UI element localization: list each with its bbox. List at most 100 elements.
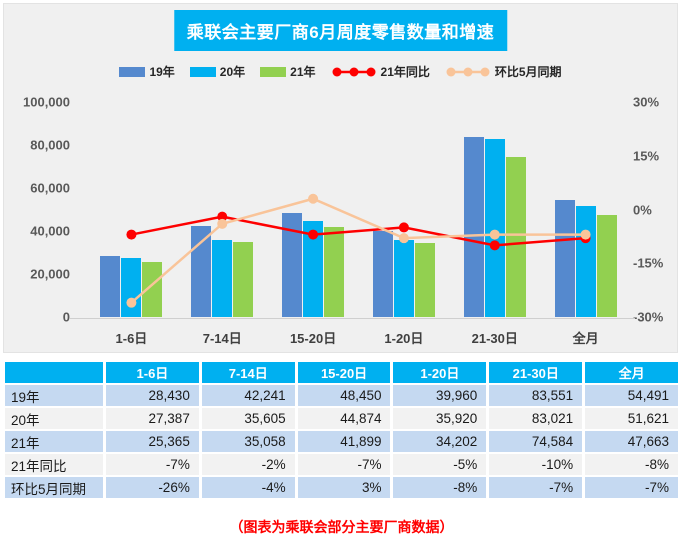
table-row-21年: 21年 25,365 35,058 41,899 34,202 74,584 47,663	[5, 431, 678, 452]
legend-item-21年: 21年	[260, 63, 316, 80]
table-row-环比5月同期: 环比5月同期 -26% -4% 3% -8% -7% -7%	[5, 477, 678, 498]
point-21年同比	[217, 211, 228, 222]
y-axis-tick-left: 60,000	[30, 180, 70, 196]
table-cell: 3%	[297, 477, 391, 498]
legend-label: 21年同比	[380, 65, 430, 79]
bar-19年	[191, 226, 212, 317]
retail-chart-panel: 乘联会主要厂商6月周度零售数量和增速 19年 20年 21年 21年同比 环比5月同期 …	[3, 3, 678, 353]
x-axis-label: 1-6日	[115, 331, 148, 346]
row-label: 21年	[5, 431, 103, 452]
bar-20年	[484, 138, 505, 317]
bar-21年	[233, 241, 254, 317]
y-axis-tick-left: 40,000	[30, 223, 70, 239]
bar-19年	[554, 199, 575, 317]
legend-item-20年: 20年	[189, 63, 246, 80]
x-axis-label: 7-14日	[202, 331, 242, 346]
point-环比5月同期	[489, 229, 500, 240]
table-header-cell	[5, 362, 103, 383]
table-header-cell: 1-20日	[393, 362, 487, 383]
table-cell: 28,430	[106, 385, 199, 406]
row-label: 19年	[5, 385, 103, 406]
table-cell: -10%	[489, 454, 583, 475]
bar-19年	[372, 231, 393, 317]
table-cell: 42,241	[201, 385, 295, 406]
bar-19年	[463, 137, 484, 317]
table-row-21年同比: 21年同比 -7% -2% -7% -5% -10% -8%	[5, 454, 678, 475]
y-axis-tick-left: 0	[62, 309, 70, 325]
point-环比5月同期	[217, 218, 228, 229]
legend-item-环比5月同期: 环比5月同期	[445, 63, 562, 80]
table-cell: 47,663	[585, 431, 678, 452]
y-axis-tick-right: -30%	[633, 309, 664, 325]
table-cell: 83,021	[489, 408, 583, 429]
bar-20年	[212, 240, 233, 317]
bar-21年	[596, 214, 617, 317]
y-axis-tick-left: 100,000	[23, 94, 70, 110]
table-cell: 35,920	[393, 408, 487, 429]
table-cell: 39,960	[393, 385, 487, 406]
table-cell: 44,874	[297, 408, 391, 429]
legend-swatch-bar	[119, 66, 146, 77]
y-axis-tick-right: 30%	[633, 94, 660, 110]
bar-21年	[324, 226, 345, 317]
table-cell: 35,605	[201, 408, 295, 429]
legend-item-19年: 19年	[119, 63, 175, 80]
footer-note: （图表为乘联会部分主要厂商数据）	[229, 519, 454, 535]
x-axis-line	[70, 318, 635, 319]
table-cell: -8%	[585, 454, 678, 475]
line-21年同比	[131, 215, 586, 247]
y-axis-tick-left: 20,000	[30, 266, 70, 282]
y-axis-tick-right: -15%	[633, 255, 664, 271]
table-cell: 35,058	[201, 431, 295, 452]
point-环比5月同期	[126, 297, 137, 308]
point-环比5月同期	[308, 193, 319, 204]
data-table: 1-6日 7-14日 15-20日 1-20日 21-30日 全月 19年 28,430 42,…	[2, 360, 681, 500]
table-cell: 51,621	[585, 408, 678, 429]
plot-area: 100,000 80,000 60,000 40,000 20,000 0 30% 15% 0%…	[4, 4, 677, 352]
bar-21年	[505, 156, 526, 317]
table-header-cell: 全月	[585, 362, 678, 383]
table-header-cell: 15-20日	[297, 362, 391, 383]
legend-swatch-bar	[189, 66, 216, 77]
row-label: 20年	[5, 408, 103, 429]
x-axis-label: 全月	[572, 331, 599, 346]
y-axis-tick-left: 80,000	[30, 137, 70, 153]
bar-21年	[414, 243, 435, 317]
bar-20年	[121, 258, 142, 317]
table-cell: 83,551	[489, 385, 583, 406]
table-header-cell: 21-30日	[489, 362, 583, 383]
point-21年同比	[308, 229, 319, 240]
table-cell: -26%	[106, 477, 199, 498]
bar-19年	[100, 255, 121, 317]
y-axis-tick-right: 0%	[633, 202, 652, 217]
table-cell: 27,387	[106, 408, 199, 429]
table-cell: 54,491	[585, 385, 678, 406]
line-环比5月同期	[130, 197, 586, 304]
x-axis-label: 1-20日	[384, 331, 424, 346]
table-cell: -7%	[585, 477, 678, 498]
legend-item-21年同比: 21年同比	[331, 63, 430, 80]
table-cell: -7%	[297, 454, 391, 475]
legend-label: 20年	[219, 65, 246, 79]
table-cell: 48,450	[297, 385, 391, 406]
row-label: 21年同比	[5, 454, 103, 475]
table-row-19年: 19年 28,430 42,241 48,450 39,960 83,551 54,491	[5, 385, 678, 406]
point-环比5月同期	[580, 229, 591, 240]
table-cell: -7%	[489, 477, 583, 498]
table-cell: -2%	[201, 454, 295, 475]
chart-legend: 19年 20年 21年 21年同比 环比5月同期	[4, 63, 677, 80]
table-cell: -5%	[393, 454, 487, 475]
legend-label: 21年	[290, 65, 316, 79]
bar-19年	[282, 212, 303, 317]
table-cell: -4%	[201, 477, 295, 498]
chart-title: 乘联会主要厂商6月周度零售数量和增速	[173, 10, 508, 51]
table-cell: 34,202	[393, 431, 487, 452]
legend-swatch-bar	[260, 66, 287, 77]
table-header-row: 1-6日 7-14日 15-20日 1-20日 21-30日 全月	[5, 362, 678, 383]
legend-swatch-line	[446, 67, 490, 76]
table-header-cell: 1-6日	[106, 362, 199, 383]
table-cell: 74,584	[489, 431, 583, 452]
point-环比5月同期	[398, 233, 409, 244]
point-21年同比	[489, 240, 500, 251]
